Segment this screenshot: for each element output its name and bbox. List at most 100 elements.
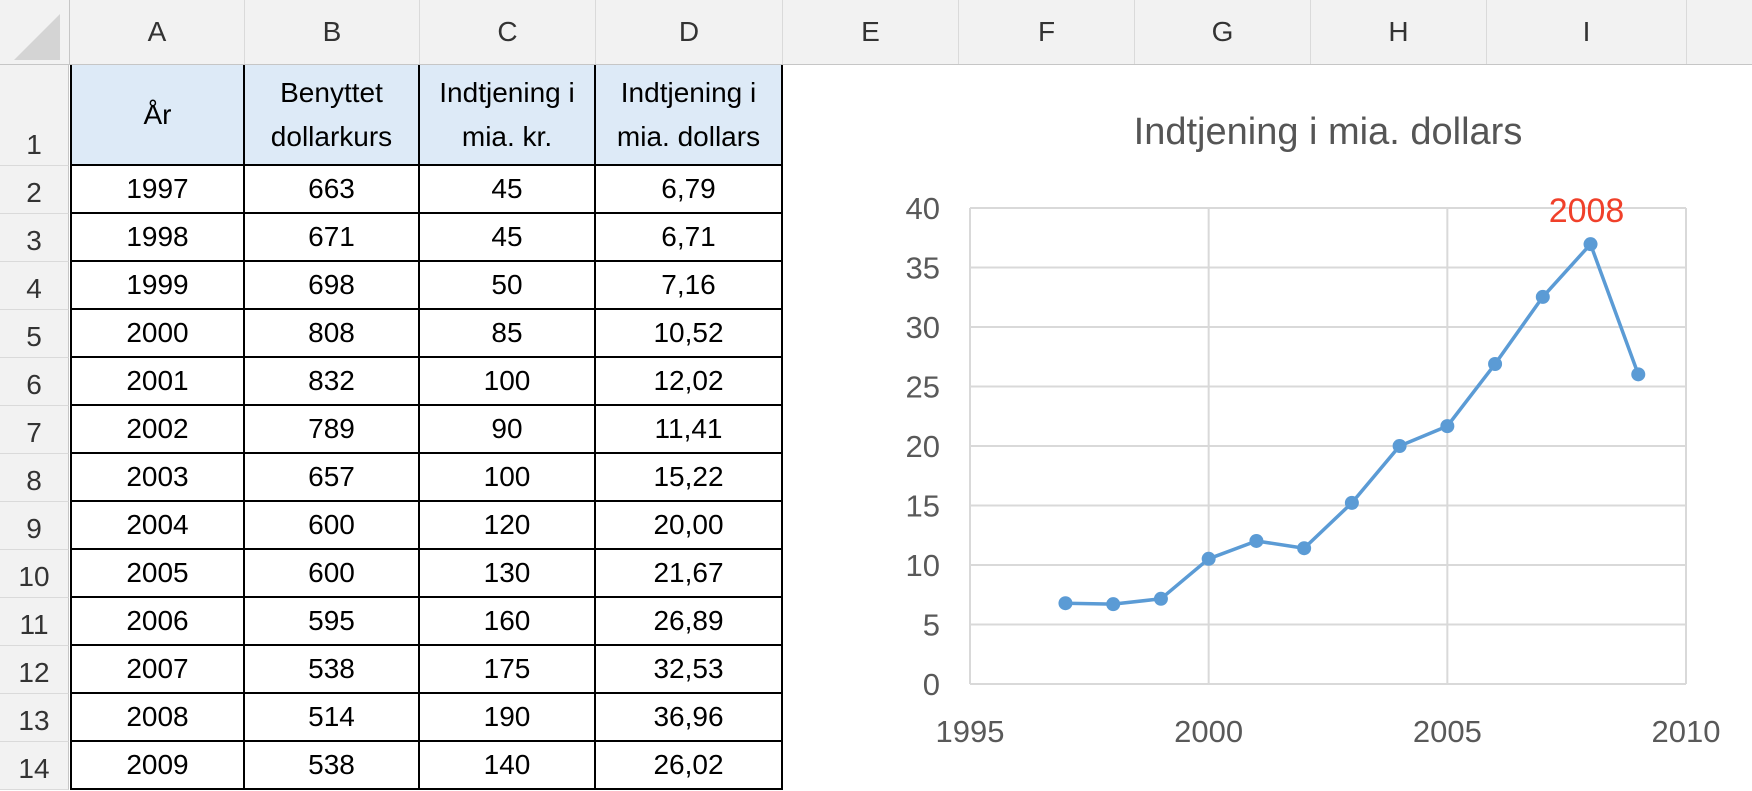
table-cell[interactable]: 2008 <box>70 694 245 742</box>
data-point <box>1344 495 1359 510</box>
header-text-line1: Indtjening i <box>439 77 575 109</box>
row-header-13[interactable]: 13 <box>0 694 69 742</box>
table-cell[interactable]: 2001 <box>70 358 245 406</box>
row-header-10[interactable]: 10 <box>0 550 69 598</box>
table-cell[interactable]: 100 <box>420 358 596 406</box>
table-cell[interactable]: 514 <box>245 694 420 742</box>
table-cell[interactable]: 140 <box>420 742 596 790</box>
x-tick-label: 2005 <box>1413 714 1482 749</box>
table-cell[interactable]: 26,02 <box>596 742 783 790</box>
table-cell[interactable]: 11,41 <box>596 406 783 454</box>
header-cell[interactable]: Benyttet dollarkurs <box>245 65 420 166</box>
table-cell[interactable]: 130 <box>420 550 596 598</box>
y-tick-label: 20 <box>906 429 940 464</box>
header-cell[interactable]: År <box>70 65 245 166</box>
header-cell[interactable]: Indtjening i mia. dollars <box>596 65 783 166</box>
table-cell[interactable]: 190 <box>420 694 596 742</box>
table-cell[interactable]: 120 <box>420 502 596 550</box>
table-cell[interactable]: 698 <box>245 262 420 310</box>
row-header-5[interactable]: 5 <box>0 310 69 358</box>
table-cell[interactable]: 595 <box>245 598 420 646</box>
table-cell[interactable]: 2000 <box>70 310 245 358</box>
table-cell[interactable]: 1998 <box>70 214 245 262</box>
row-header-1[interactable]: 1 <box>0 65 69 166</box>
row-header-9[interactable]: 9 <box>0 502 69 550</box>
table-cell[interactable]: 538 <box>245 742 420 790</box>
column-header-g[interactable]: G <box>1135 0 1311 64</box>
row-header-7[interactable]: 7 <box>0 406 69 454</box>
table-cell[interactable]: 2005 <box>70 550 245 598</box>
table-cell[interactable]: 6,79 <box>596 166 783 214</box>
table-cell[interactable]: 7,16 <box>596 262 783 310</box>
table-cell[interactable]: 175 <box>420 646 596 694</box>
table-cell[interactable]: 2003 <box>70 454 245 502</box>
table-cell[interactable]: 90 <box>420 406 596 454</box>
table-cell[interactable]: 1997 <box>70 166 245 214</box>
table-cell[interactable]: 832 <box>245 358 420 406</box>
table-cell[interactable]: 657 <box>245 454 420 502</box>
data-point <box>1249 533 1264 548</box>
table-cell[interactable]: 1999 <box>70 262 245 310</box>
x-tick-label: 2010 <box>1652 714 1721 749</box>
table-cell[interactable]: 36,96 <box>596 694 783 742</box>
table-cell[interactable]: 45 <box>420 214 596 262</box>
table-cell[interactable]: 45 <box>420 166 596 214</box>
line-chart[interactable]: Indtjening i mia. dollars 0 5 10 15 20 25 30 35 4… <box>866 66 1752 791</box>
table-cell[interactable]: 6,71 <box>596 214 783 262</box>
row-header-14[interactable]: 14 <box>0 742 69 790</box>
table-cell[interactable]: 10,52 <box>596 310 783 358</box>
series-line <box>1065 242 1640 606</box>
select-all-corner[interactable] <box>0 0 70 65</box>
row-header-3[interactable]: 3 <box>0 214 69 262</box>
table-cell[interactable]: 15,22 <box>596 454 783 502</box>
column-header-f[interactable]: F <box>959 0 1135 64</box>
row-header-2[interactable]: 2 <box>0 166 69 214</box>
column-header-d[interactable]: D <box>596 0 783 64</box>
table-cell[interactable]: 2006 <box>70 598 245 646</box>
table-cell[interactable]: 663 <box>245 166 420 214</box>
column-header-i[interactable]: I <box>1487 0 1687 64</box>
table-cell[interactable]: 789 <box>245 406 420 454</box>
table-cell[interactable]: 600 <box>245 502 420 550</box>
table-cell[interactable]: 160 <box>420 598 596 646</box>
table-cell[interactable]: 2004 <box>70 502 245 550</box>
column-header-h[interactable]: H <box>1311 0 1487 64</box>
y-tick-label: 10 <box>906 548 940 583</box>
table-cell[interactable]: 26,89 <box>596 598 783 646</box>
table-cell[interactable]: 100 <box>420 454 596 502</box>
data-point <box>1153 591 1168 606</box>
table-cell[interactable]: 600 <box>245 550 420 598</box>
data-point <box>1201 551 1216 566</box>
table-cell[interactable]: 32,53 <box>596 646 783 694</box>
data-point <box>1535 289 1550 304</box>
row-header-8[interactable]: 8 <box>0 454 69 502</box>
column-header-b[interactable]: B <box>245 0 420 64</box>
y-tick-label: 0 <box>923 667 940 702</box>
table-cell[interactable]: 85 <box>420 310 596 358</box>
header-cell[interactable]: Indtjening i mia. kr. <box>420 65 596 166</box>
table-cell[interactable]: 808 <box>245 310 420 358</box>
table-cell[interactable]: 20,00 <box>596 502 783 550</box>
table-cell[interactable]: 12,02 <box>596 358 783 406</box>
table-cell[interactable]: 50 <box>420 262 596 310</box>
row-header-12[interactable]: 12 <box>0 646 69 694</box>
y-tick-label: 35 <box>906 251 940 286</box>
select-all-triangle-icon <box>14 14 60 60</box>
table-cell[interactable]: 671 <box>245 214 420 262</box>
data-point <box>1583 237 1598 252</box>
row-header-11[interactable]: 11 <box>0 598 69 646</box>
column-header-e[interactable]: E <box>783 0 959 64</box>
table-cell[interactable]: 2002 <box>70 406 245 454</box>
table-cell[interactable]: 2009 <box>70 742 245 790</box>
annotation-label: 2008 <box>1549 192 1625 230</box>
table-cell[interactable]: 2007 <box>70 646 245 694</box>
row-header-6[interactable]: 6 <box>0 358 69 406</box>
header-text-line1: År <box>143 98 172 130</box>
table-cell[interactable]: 21,67 <box>596 550 783 598</box>
column-header-a[interactable]: A <box>70 0 245 64</box>
table-cell[interactable]: 538 <box>245 646 420 694</box>
column-header-c[interactable]: C <box>420 0 596 64</box>
row-header-4[interactable]: 4 <box>0 262 69 310</box>
